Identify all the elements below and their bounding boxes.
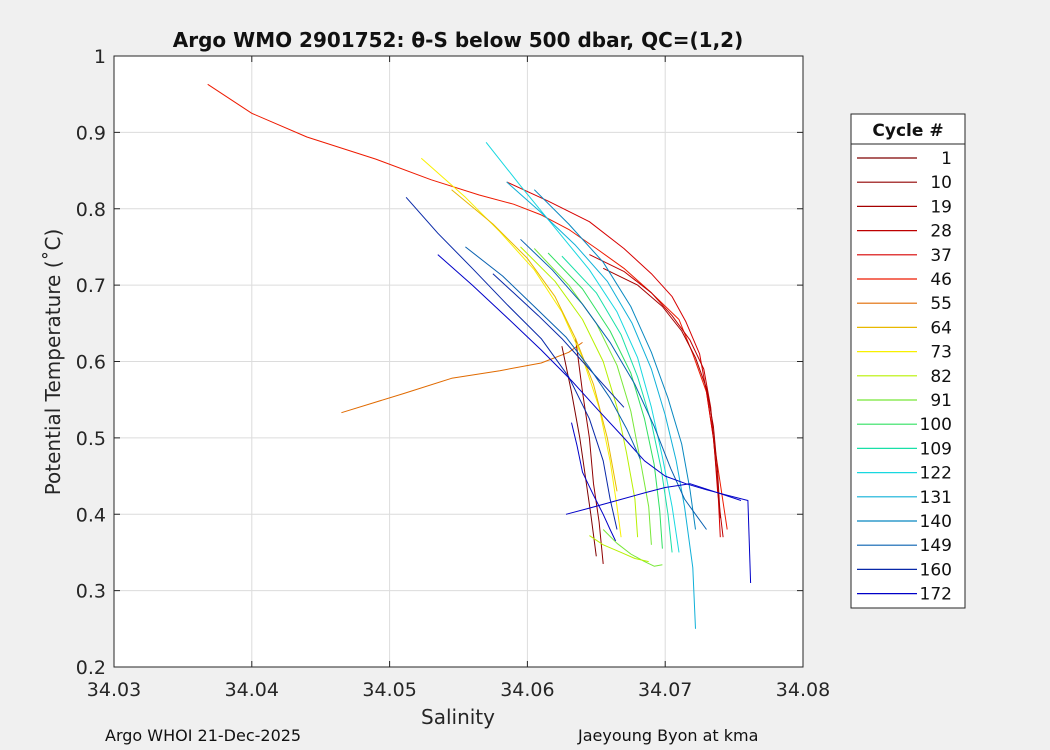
legend-label: 73 [930, 343, 952, 363]
series-line-cycle-91 [533, 248, 652, 545]
y-tick-label: 0.3 [76, 581, 106, 603]
legend-label: 82 [930, 367, 952, 387]
series-line-cycle-19 [602, 267, 721, 519]
legend-label: 109 [920, 439, 952, 459]
legend-label: 172 [920, 585, 952, 605]
legend-label: 64 [930, 318, 952, 338]
legend-entries: 1 10 19 28 37 46 55 64 73 82 91 100 109 122 131 140 149 1… [857, 149, 952, 605]
legend-label: 37 [930, 246, 952, 266]
series-line-cycle-28 [589, 254, 724, 538]
legend-label: 140 [920, 512, 952, 532]
y-tick-label: 0.8 [76, 199, 106, 221]
y-tick-label: 0.6 [76, 352, 106, 374]
series-line-cycle-100 [547, 252, 663, 549]
legend-label: 1 [941, 149, 952, 169]
y-axis-label: Potential Temperature (˚C) [41, 229, 65, 496]
series-line-cycle-1 [561, 346, 597, 557]
x-tick-label: 34.07 [638, 679, 692, 701]
series-line-cycle-10 [575, 338, 604, 564]
x-tick-label: 34.05 [362, 679, 416, 701]
legend-label: 100 [920, 415, 952, 435]
y-tick-label: 0.4 [76, 504, 106, 526]
series-line-cycle-149 [520, 238, 707, 530]
legend-label: 28 [930, 222, 952, 242]
series-line-cycle-172 [565, 483, 742, 515]
footer-credit-right: Jaeyoung Byon at kma [578, 726, 759, 745]
x-tick-label: 34.03 [87, 679, 141, 701]
y-tick-label: 0.7 [76, 275, 106, 297]
legend: Cycle # 1 10 19 28 37 46 55 64 73 82 91 100 109 122 13… [850, 113, 966, 609]
series-line-cycle-109 [561, 255, 673, 553]
series-line-cycle-160 [405, 196, 618, 530]
series-line-cycle-73 [420, 157, 622, 538]
series-line-cycle-55 [341, 341, 583, 414]
legend-label: 149 [920, 536, 952, 556]
x-axis-label: Salinity [421, 705, 495, 729]
series-line-cycle-140 [533, 189, 696, 530]
y-tick-label: 0.9 [76, 122, 106, 144]
series-line-cycle-82 [520, 246, 639, 538]
axis-ticks: 34.03 34.04 34.05 34.06 34.07 34.08 0.2 0.3 0.4 0… [76, 46, 830, 701]
y-tick-label: 0.2 [76, 657, 106, 679]
legend-label: 46 [930, 270, 952, 290]
x-tick-label: 34.06 [500, 679, 554, 701]
legend-label: 122 [920, 464, 952, 484]
legend-label: 19 [930, 197, 952, 217]
series-line-cycle-64 [451, 189, 618, 492]
series-line-cycle-82 [589, 535, 649, 563]
x-tick-label: 34.08 [776, 679, 830, 701]
series-line-cycle-91 [602, 529, 663, 567]
series-line-cycle-131 [506, 181, 696, 629]
legend-label: 10 [930, 173, 952, 193]
legend-label: 91 [930, 391, 952, 411]
series-layer [207, 83, 752, 629]
legend-box [850, 113, 966, 609]
x-tick-label: 34.04 [225, 679, 279, 701]
series-line-cycle-122 [485, 141, 680, 553]
legend-label: 160 [920, 560, 952, 580]
series-line-cycle-149 [465, 246, 641, 460]
footer-credit-left: Argo WHOI 21-Dec-2025 [105, 726, 302, 745]
legend-label: 55 [930, 294, 952, 314]
y-tick-label: 1 [94, 46, 106, 68]
series-line-cycle-172 [571, 422, 617, 542]
legend-title: Cycle # [872, 121, 943, 141]
chart-title: Argo WMO 2901752: θ-S below 500 dbar, QC… [173, 28, 743, 52]
legend-label: 131 [920, 488, 952, 508]
series-line-cycle-160 [492, 273, 625, 408]
y-tick-label: 0.5 [76, 428, 106, 450]
